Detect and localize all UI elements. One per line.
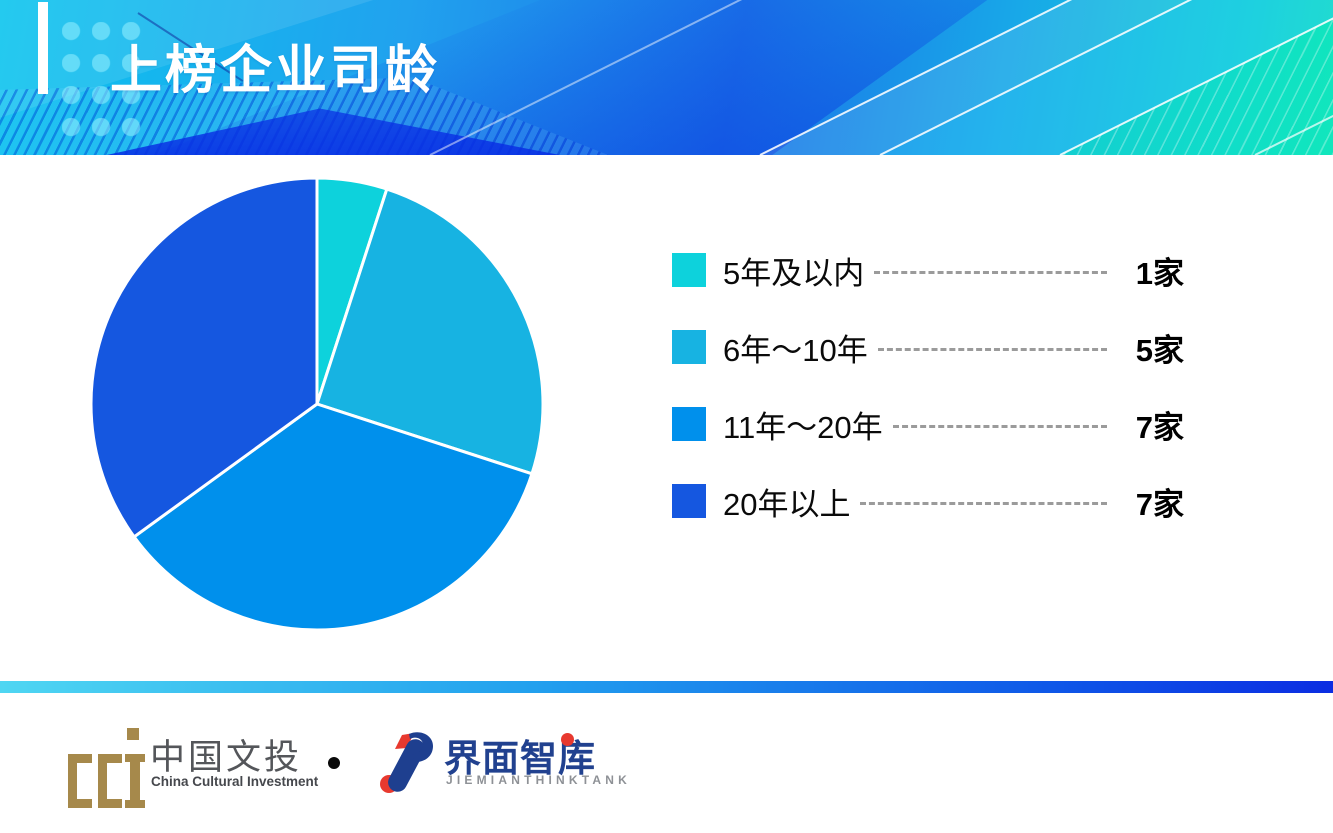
legend-swatch: [672, 484, 706, 518]
legend-value: 7家: [1135, 409, 1184, 445]
legend-swatch: [672, 253, 706, 287]
legend-item: 20年以上 7家: [672, 481, 1184, 522]
pie-slice-3: [132, 402, 534, 632]
pie-slice-4: [89, 176, 319, 539]
legend-label: 6年～10年: [723, 332, 868, 368]
jiemian-logo-icon: [380, 732, 433, 793]
title-accent-bar: [38, 2, 48, 94]
jiemian-red-accent: [561, 733, 574, 746]
legend-leader-line: [874, 270, 1107, 274]
legend-leader-line: [892, 424, 1107, 428]
jiemian-brand-name-en: JIEMIANTHINKTANK: [446, 773, 631, 787]
legend-item: 6年～10年 5家: [672, 327, 1184, 368]
legend-value: 1家: [1135, 255, 1184, 291]
logo-separator-dot: [328, 757, 340, 769]
dots-pattern: [62, 22, 150, 142]
pie-slice-2: [315, 187, 545, 476]
legend-item: 11年～20年 7家: [672, 404, 1184, 445]
cci-brand-name-cn: 中国文投: [150, 738, 303, 777]
legend-leader-line: [860, 501, 1107, 505]
cci-brand-name-en: China Cultural Investment: [151, 774, 319, 789]
legend-value: 7家: [1135, 486, 1184, 522]
header-banner: 上榜企业司龄: [0, 0, 1333, 155]
header-diagonal-line: [879, 0, 1207, 155]
page-title: 上榜企业司龄: [110, 42, 441, 100]
pie-legend: 5年及以内 1家 6年～10年 5家 11年～20年 7家 20年以上 7家: [672, 250, 1184, 558]
cci-logo-icon: [68, 728, 145, 808]
footer-divider-bar: [0, 681, 1333, 693]
legend-label: 20年以上: [723, 486, 851, 522]
legend-label: 11年～20年: [723, 409, 883, 445]
legend-swatch: [672, 330, 706, 364]
header-diagonal-line: [1059, 0, 1333, 155]
header-diagonal-line: [429, 0, 757, 155]
pie-chart: [89, 176, 545, 632]
legend-item: 5年及以内 1家: [672, 250, 1184, 291]
legend-leader-line: [877, 347, 1107, 351]
legend-value: 5家: [1135, 332, 1184, 368]
legend-label: 5年及以内: [723, 255, 865, 291]
legend-swatch: [672, 407, 706, 441]
